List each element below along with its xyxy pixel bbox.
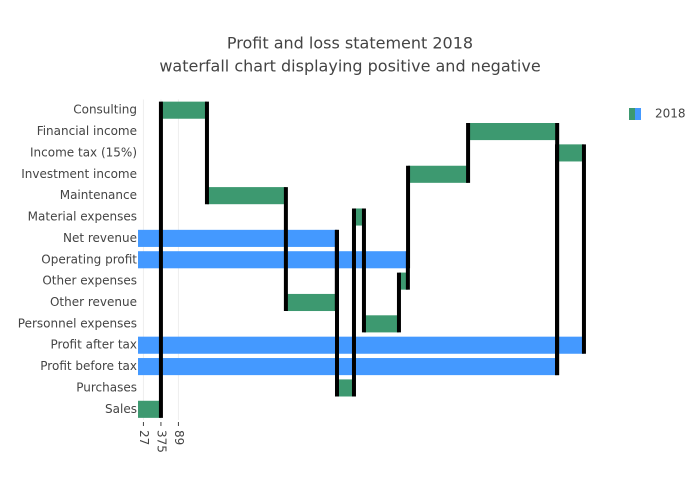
- y-tick-label: Profit after tax: [51, 338, 137, 352]
- x-tick-label: 89: [172, 430, 186, 445]
- legend: 2018: [629, 107, 686, 121]
- increase-bar: [160, 101, 207, 119]
- y-tick-label: Other revenue: [50, 295, 137, 309]
- total-bar: [138, 251, 409, 269]
- y-tick-label: Net revenue: [63, 231, 137, 245]
- increase-bar: [353, 208, 364, 226]
- y-tick-label: Income tax (15%): [30, 145, 137, 159]
- y-tick-label: Personnel expenses: [18, 316, 137, 330]
- y-tick-label: Sales: [105, 402, 137, 416]
- increase-bar: [468, 123, 558, 141]
- y-tick-label: Other expenses: [42, 274, 137, 288]
- increase-bar: [285, 293, 337, 312]
- total-bar: [138, 358, 557, 376]
- y-tick-label: Consulting: [73, 103, 137, 117]
- increase-bar: [363, 315, 399, 333]
- chart-title: Profit and loss statement 2018: [227, 34, 473, 53]
- y-tick-label: Purchases: [76, 380, 137, 394]
- y-tick-label: Operating profit: [41, 252, 137, 266]
- increase-bar: [336, 379, 354, 397]
- increase-bar: [556, 144, 584, 162]
- legend-swatch: [629, 108, 635, 120]
- y-tick-label: Maintenance: [60, 188, 137, 202]
- total-bar: [138, 229, 337, 247]
- increase-bar: [138, 400, 161, 418]
- total-bar: [138, 336, 585, 354]
- increase-bar: [206, 187, 286, 205]
- legend-swatch: [635, 108, 641, 120]
- increase-bar: [408, 165, 469, 183]
- increase-bar: [398, 272, 408, 290]
- x-tick-label: 27: [137, 430, 151, 445]
- legend-label: 2018: [655, 107, 686, 121]
- x-tick-label: 375: [154, 430, 168, 453]
- y-tick-label: Investment income: [21, 167, 137, 181]
- y-tick-label: Financial income: [37, 124, 137, 138]
- chart-subtitle: waterfall chart displaying positive and …: [159, 57, 540, 76]
- y-tick-label: Profit before tax: [40, 359, 137, 373]
- y-tick-label: Material expenses: [28, 210, 137, 224]
